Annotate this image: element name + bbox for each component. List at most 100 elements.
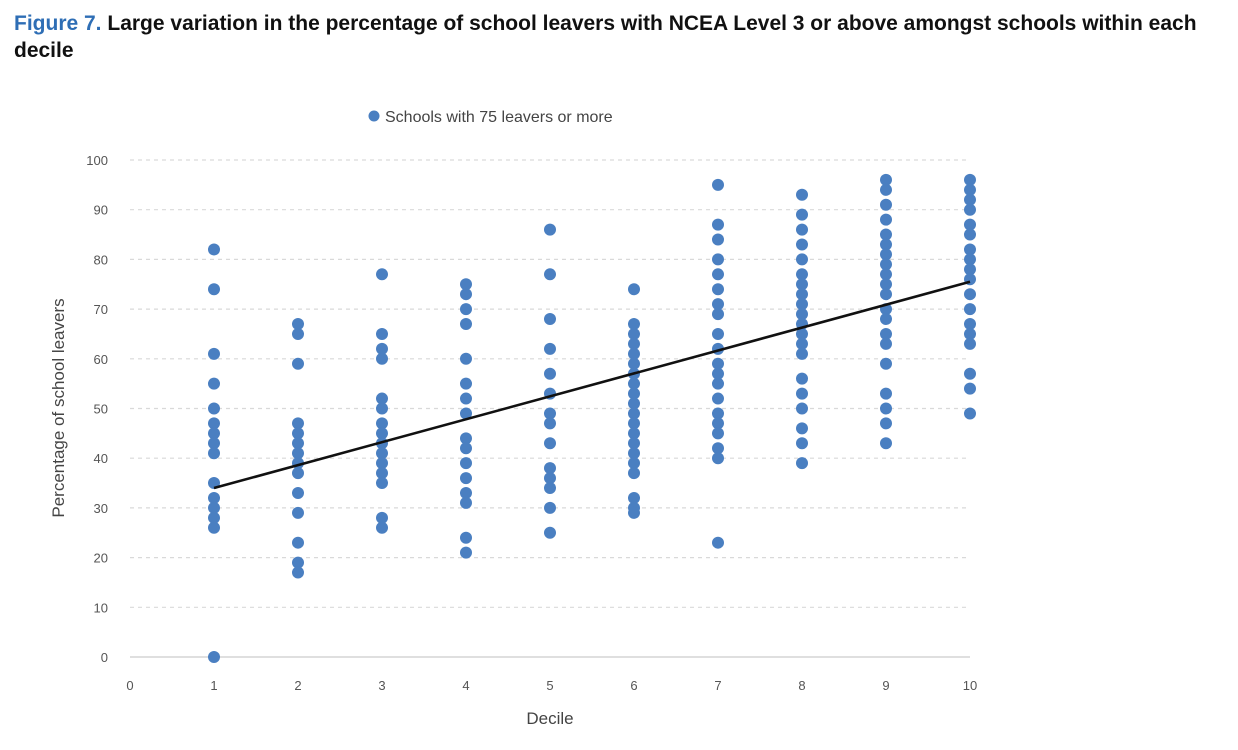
y-tick-label: 40: [94, 451, 108, 466]
x-tick-label: 3: [378, 678, 385, 693]
data-point: [208, 402, 220, 415]
data-point: [964, 253, 976, 266]
data-point: [292, 357, 304, 370]
data-point: [880, 337, 892, 350]
data-point: [712, 268, 724, 281]
data-point: [544, 367, 556, 380]
data-point: [544, 462, 556, 475]
data-point: [544, 268, 556, 281]
data-point: [376, 342, 388, 355]
trendline: [213, 280, 971, 490]
data-point: [544, 342, 556, 355]
data-point: [628, 437, 640, 450]
gridlines: [130, 159, 970, 608]
data-point: [292, 556, 304, 569]
y-tick-label: 20: [94, 551, 108, 566]
data-point: [376, 467, 388, 480]
data-point: [376, 417, 388, 430]
data-point: [544, 407, 556, 420]
data-point: [628, 417, 640, 430]
x-tick-label: 6: [630, 678, 637, 693]
data-point: [628, 387, 640, 400]
data-point: [712, 417, 724, 430]
x-tick-label: 2: [294, 678, 301, 693]
data-point: [376, 268, 388, 281]
data-point: [712, 233, 724, 246]
data-point: [880, 183, 892, 196]
data-point: [880, 417, 892, 430]
x-tick-labels: 0 1 2 3 4 5 6 7 8 9 10: [126, 678, 977, 693]
data-point: [628, 506, 640, 519]
data-point: [292, 447, 304, 460]
data-point: [712, 178, 724, 191]
figure-number: Figure 7.: [14, 12, 102, 35]
data-point: [796, 372, 808, 385]
data-point: [880, 402, 892, 415]
data-point: [796, 437, 808, 450]
y-tick-labels: 0 10 20 30 40 50 60 70 80 90 100: [86, 153, 108, 665]
data-point: [460, 407, 472, 420]
data-point: [796, 308, 808, 321]
data-point: [964, 243, 976, 256]
data-point: [376, 511, 388, 524]
data-point: [628, 327, 640, 340]
y-tick-label: 80: [94, 252, 108, 267]
data-point: [880, 387, 892, 400]
data-point: [460, 392, 472, 405]
data-point: [292, 417, 304, 430]
data-point: [796, 298, 808, 311]
data-point: [628, 491, 640, 504]
data-point: [208, 347, 220, 360]
data-point: [712, 536, 724, 549]
data-point: [292, 536, 304, 549]
data-point: [964, 318, 976, 331]
data-point: [796, 268, 808, 281]
data-point: [544, 437, 556, 450]
data-point: [208, 491, 220, 504]
data-point: [208, 427, 220, 440]
data-point: [880, 238, 892, 251]
data-point: [460, 318, 472, 331]
data-point: [208, 447, 220, 460]
data-point: [544, 482, 556, 495]
legend-label: Schools with 75 leavers or more: [385, 109, 613, 126]
data-point: [796, 278, 808, 291]
data-point: [628, 347, 640, 360]
data-point: [796, 327, 808, 340]
data-point: [544, 526, 556, 539]
x-tick-label: 10: [963, 678, 977, 693]
data-point: [628, 447, 640, 460]
data-point: [880, 313, 892, 326]
data-point: [796, 402, 808, 415]
data-point: [796, 208, 808, 221]
data-point: [796, 457, 808, 470]
data-point: [796, 337, 808, 350]
data-point: [880, 268, 892, 281]
data-point: [376, 521, 388, 534]
data-points: [208, 173, 976, 663]
data-point: [376, 457, 388, 470]
data-point: [796, 347, 808, 360]
y-tick-label: 10: [94, 600, 108, 615]
data-point: [208, 417, 220, 430]
data-point: [376, 392, 388, 405]
data-point: [880, 327, 892, 340]
data-point: [712, 283, 724, 296]
data-point: [460, 288, 472, 301]
data-point: [292, 318, 304, 331]
data-point: [964, 303, 976, 316]
data-point: [208, 377, 220, 390]
data-point: [712, 253, 724, 266]
data-point: [628, 283, 640, 296]
data-point: [880, 248, 892, 261]
figure-title: Figure 7. Large variation in the percent…: [14, 10, 1224, 64]
data-point: [292, 486, 304, 499]
data-point: [292, 327, 304, 340]
data-point: [460, 442, 472, 455]
data-point: [460, 303, 472, 316]
data-point: [880, 357, 892, 370]
data-point: [880, 278, 892, 291]
data-point: [796, 253, 808, 266]
data-point: [460, 486, 472, 499]
